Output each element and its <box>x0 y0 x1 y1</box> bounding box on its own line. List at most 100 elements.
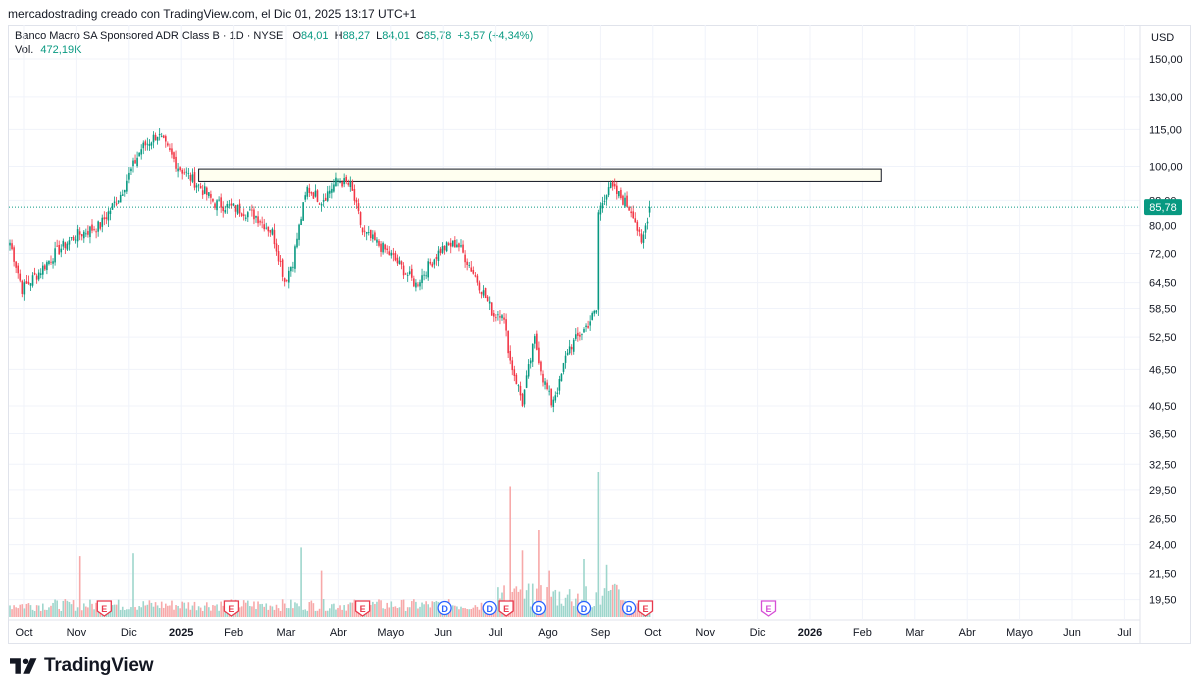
volume-bar <box>70 604 73 617</box>
candle-body <box>396 257 399 264</box>
dividend-marker[interactable]: D <box>437 600 452 616</box>
volume-bar <box>480 602 483 617</box>
candle-body <box>626 195 628 207</box>
volume-bar <box>382 608 384 617</box>
candle-body <box>552 399 555 407</box>
candle-body <box>443 245 446 251</box>
candle-body <box>603 201 606 202</box>
candle-body <box>482 290 485 296</box>
candle-body <box>134 160 136 164</box>
earnings-marker[interactable]: E <box>637 600 654 617</box>
volume-bar <box>23 608 26 617</box>
candle-body <box>425 275 427 277</box>
candle-body <box>173 152 175 159</box>
candle-body <box>501 315 503 319</box>
volume-bar <box>134 607 136 617</box>
candle-body <box>74 239 77 241</box>
candle-body <box>413 278 415 287</box>
volume-bar <box>456 606 458 617</box>
x-tick-label: Feb <box>853 627 872 639</box>
dividend-marker[interactable]: D <box>621 600 637 616</box>
x-tick-label: Mayo <box>1006 627 1033 639</box>
volume-bar <box>404 610 407 617</box>
volume-bar <box>162 607 165 617</box>
candle-body <box>347 182 350 185</box>
volume-bar <box>259 604 261 617</box>
volume-bar <box>548 570 550 617</box>
candle-body <box>189 175 192 181</box>
earnings-marker-shape <box>498 600 514 617</box>
dividend-marker[interactable]: D <box>531 600 547 616</box>
candle-body <box>517 385 520 387</box>
candle-body <box>148 144 151 146</box>
volume-bar <box>429 607 432 617</box>
tradingview-logo[interactable]: TradingView <box>10 655 154 677</box>
volume-bar <box>206 602 208 617</box>
candle-body <box>382 242 384 253</box>
volume-bar <box>132 553 134 617</box>
volume-bar <box>583 559 585 617</box>
candle-body <box>265 227 268 229</box>
volume-bar <box>111 605 114 617</box>
volume-bar <box>376 601 378 617</box>
open-label: O <box>292 30 302 42</box>
candle-body <box>616 185 618 194</box>
candle-body <box>37 272 40 280</box>
candle-body <box>546 382 548 390</box>
candle-body <box>240 213 243 216</box>
volume-bar <box>29 605 32 617</box>
candle-body <box>478 282 481 291</box>
dividend-marker[interactable]: D <box>482 600 497 616</box>
candle-body <box>273 230 276 245</box>
volume-bar <box>119 609 122 617</box>
candle-body <box>216 200 218 211</box>
volume-bar <box>87 607 89 617</box>
x-tick-label: Oct <box>644 627 661 639</box>
low-label: L <box>376 30 383 42</box>
volume-bar <box>417 608 419 617</box>
earnings-marker[interactable]: E <box>223 600 240 617</box>
candle-body <box>376 239 378 243</box>
volume-bar <box>435 600 438 617</box>
candle-body <box>570 346 573 350</box>
candle-body <box>62 240 65 247</box>
candle-body <box>464 254 466 263</box>
candle-body <box>326 191 329 201</box>
candle-body <box>333 184 335 192</box>
candle-body <box>392 253 395 255</box>
candle-body <box>187 173 190 174</box>
candle-body <box>359 212 362 225</box>
earnings-marker[interactable]: E <box>354 600 371 617</box>
volume-bar <box>310 600 313 617</box>
candle-body <box>564 355 567 363</box>
earnings-marker[interactable]: E <box>498 600 514 617</box>
volume-bar <box>402 599 405 617</box>
volume-bar <box>220 601 222 617</box>
volume-bar <box>292 608 294 617</box>
candle-body <box>527 364 530 377</box>
candle-body <box>437 250 440 261</box>
candle-body <box>447 243 450 246</box>
volume-bar <box>91 603 93 617</box>
candle-body <box>560 373 563 382</box>
volume-bar <box>167 605 169 617</box>
candle-body <box>117 200 120 203</box>
volume-bar <box>527 583 530 617</box>
volume-bar <box>169 605 171 617</box>
volume-bar <box>238 607 241 617</box>
x-tick-label: Abr <box>959 627 976 639</box>
volume-bar <box>560 603 563 617</box>
candle-body <box>236 205 239 214</box>
candle-body <box>531 343 534 362</box>
candle-body <box>238 203 241 214</box>
candle-body <box>378 240 380 246</box>
earnings-marker[interactable]: E <box>96 600 112 617</box>
candle-body <box>386 248 388 250</box>
candle-body <box>558 379 561 391</box>
earnings-marker[interactable]: E <box>760 600 777 617</box>
dividend-marker[interactable]: D <box>576 600 592 616</box>
candle-body <box>152 134 155 143</box>
volume-bar <box>285 608 288 617</box>
symbol-name[interactable]: Banco Macro SA Sponsored ADR Class B · 1… <box>15 30 284 42</box>
